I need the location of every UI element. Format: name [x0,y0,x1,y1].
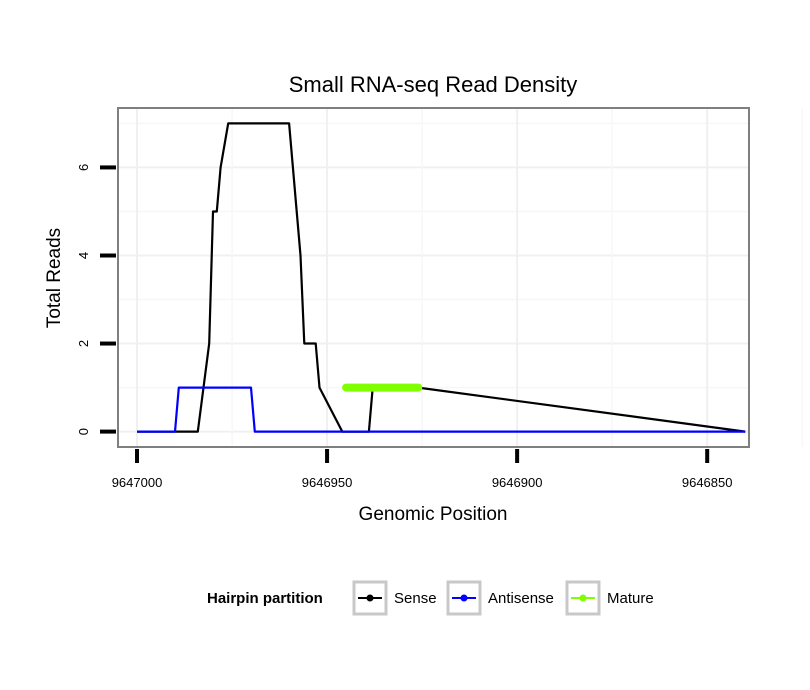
legend-label: Antisense [488,590,554,607]
y-tick-label: 4 [76,252,91,259]
chart-title: Small RNA-seq Read Density [289,72,578,97]
legend-key-point [366,594,374,602]
y-axis-title: Total Reads [44,228,65,328]
x-tick-label: 9646850 [682,475,733,490]
x-tick-label: 9647000 [112,475,163,490]
plot-border [117,107,750,448]
y-tick-label: 0 [76,428,91,435]
y-tick-label: 2 [76,340,91,347]
x-axis-title: Genomic Position [359,504,508,525]
y-axis: 0 2 4 6 [76,164,116,435]
plot-panel [118,108,749,447]
x-tick-label: 9646900 [492,475,543,490]
series-layer [137,122,746,433]
legend-item-antisense: Antisense [446,580,554,616]
x-axis: 9647000 9646950 9646900 9646850 [112,449,733,490]
x-tick-label: 9646950 [302,475,353,490]
series-antisense-line [137,386,746,433]
legend-key-point [579,594,587,602]
legend-title: Hairpin partition [207,590,323,607]
legend-label: Mature [607,590,654,607]
legend-item-sense: Sense [352,580,437,616]
legend-key-point [460,594,468,602]
legend: Hairpin partition Sense Antisense Mature [207,580,654,616]
grid-lines [118,108,803,447]
y-tick-label: 6 [76,164,91,171]
legend-label: Sense [394,590,437,607]
legend-item-mature: Mature [565,580,654,616]
